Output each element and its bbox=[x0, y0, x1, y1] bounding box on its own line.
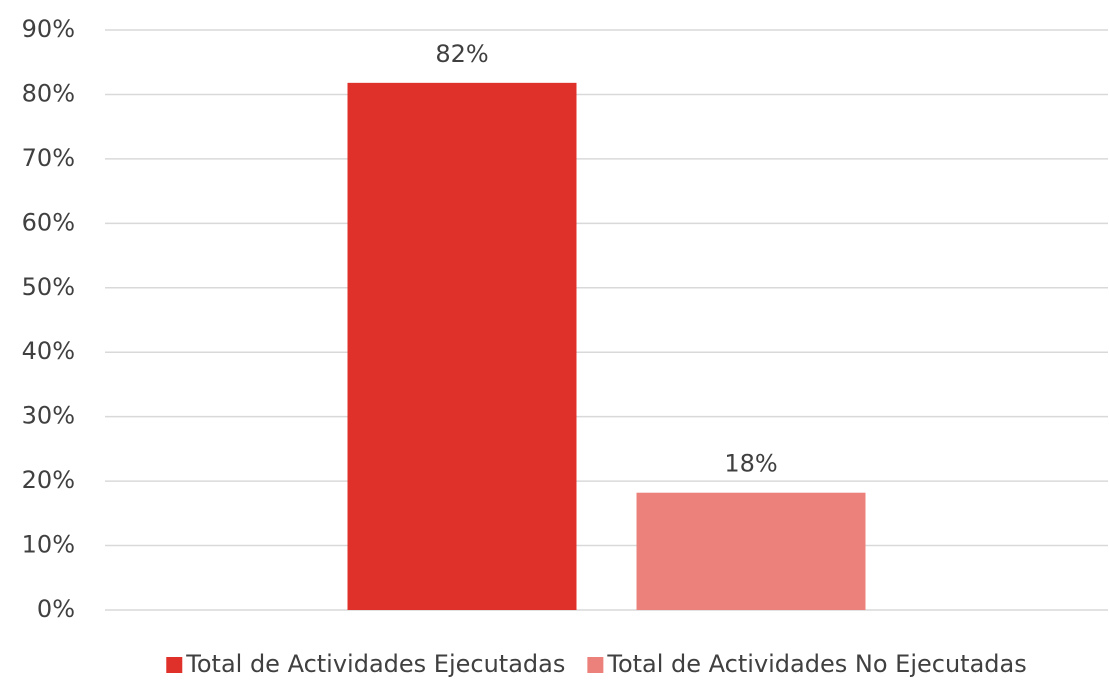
y-tick-label: 40% bbox=[22, 337, 75, 365]
legend-label: Total de Actividades Ejecutadas bbox=[185, 650, 565, 678]
y-tick-label: 10% bbox=[22, 531, 75, 559]
y-tick-label: 0% bbox=[37, 595, 75, 623]
y-tick-label: 20% bbox=[22, 466, 75, 494]
legend-swatch bbox=[587, 657, 604, 673]
y-tick-label: 70% bbox=[22, 144, 75, 172]
legend-label: Total de Actividades No Ejecutadas bbox=[606, 650, 1026, 678]
bar bbox=[347, 82, 577, 611]
data-label: 18% bbox=[724, 450, 777, 478]
y-tick-label: 60% bbox=[22, 208, 75, 236]
y-tick-label: 80% bbox=[22, 79, 75, 107]
y-tick-label: 30% bbox=[22, 402, 75, 430]
bar bbox=[636, 492, 866, 610]
y-tick-label: 50% bbox=[22, 273, 75, 301]
data-label: 82% bbox=[435, 40, 488, 68]
legend-swatch bbox=[166, 657, 183, 673]
y-tick-label: 90% bbox=[22, 15, 75, 43]
